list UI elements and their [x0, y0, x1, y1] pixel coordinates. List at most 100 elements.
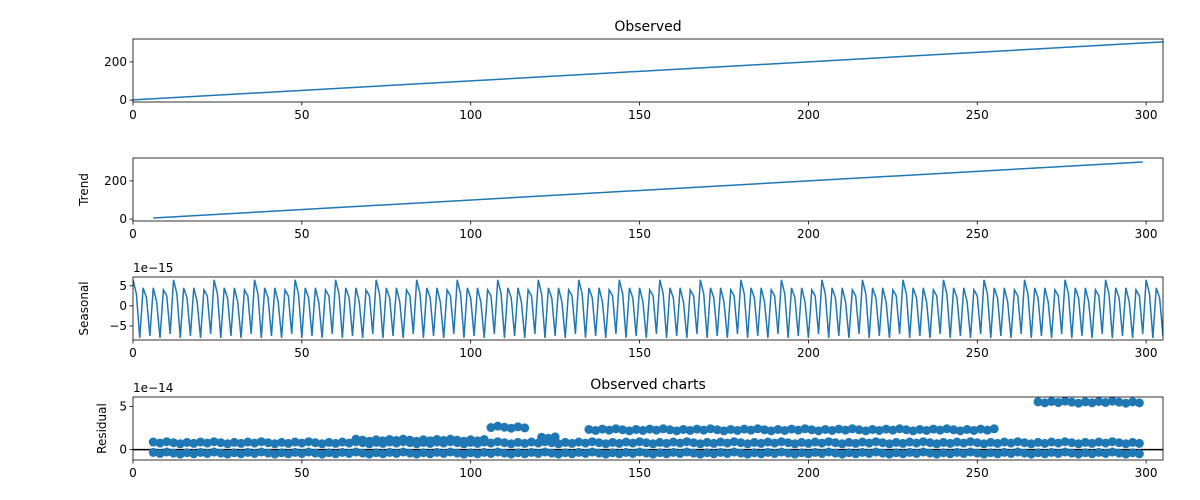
x-tick-label: 100: [459, 346, 482, 360]
residual-point: [533, 448, 543, 458]
residual-point: [1128, 397, 1138, 407]
residual-point: [648, 439, 658, 449]
residual-point: [1060, 437, 1070, 447]
residual-point: [162, 437, 172, 447]
residual-point: [499, 422, 509, 432]
residual-point: [1080, 397, 1090, 407]
residual-point: [148, 447, 158, 457]
residual-point: [932, 449, 942, 459]
residual-point: [739, 424, 749, 434]
residual-point: [216, 448, 226, 458]
residual-point: [418, 448, 428, 458]
residual-point: [506, 449, 516, 459]
residual-point: [857, 437, 867, 447]
residual-point: [790, 439, 800, 449]
residual-point: [675, 438, 685, 448]
residual-point: [344, 438, 354, 448]
residual-point: [155, 448, 165, 458]
residual-point: [1121, 398, 1131, 408]
residual-point: [1094, 397, 1104, 406]
residual-point: [969, 425, 979, 435]
residual-point: [628, 448, 638, 458]
y-tick-label: 5: [119, 399, 127, 413]
residual-point: [999, 447, 1009, 457]
x-tick-label: 0: [129, 466, 137, 480]
residual-point: [277, 448, 287, 458]
residual-point: [432, 447, 442, 457]
residual-point: [304, 447, 314, 457]
residual-point: [638, 425, 648, 435]
residual-point: [631, 424, 641, 434]
x-tick-label: 200: [797, 466, 820, 480]
residual-point: [658, 424, 668, 434]
residual-point: [1040, 398, 1050, 408]
residual-point: [1026, 439, 1036, 449]
residual-point: [753, 424, 763, 434]
residual-point: [594, 448, 604, 458]
residual-point: [668, 437, 678, 447]
residual-point: [277, 437, 287, 447]
residual-point: [712, 425, 722, 435]
residual-point: [520, 423, 530, 433]
residual-point: [486, 448, 496, 458]
residual-point: [317, 439, 327, 449]
panel-4: 0 50 100 150 200 250 300 0 5 Observed charts Resid…: [95, 377, 1164, 480]
residual-point: [486, 423, 496, 433]
residual-point: [695, 439, 705, 449]
residual-point: [689, 448, 699, 458]
residual-point: [959, 448, 969, 458]
residual-point: [972, 438, 982, 448]
residual-point: [702, 437, 712, 447]
residual-point: [1128, 437, 1138, 447]
residual-point: [699, 425, 709, 435]
x-tick-label: 200: [797, 108, 820, 122]
residual-point: [1067, 448, 1077, 458]
residual-point: [719, 426, 729, 436]
residual-point: [270, 449, 280, 459]
residual-point: [982, 425, 992, 435]
y-tick-label: 200: [104, 55, 127, 69]
residual-point: [169, 448, 179, 458]
plot-area: [133, 279, 1163, 339]
residual-point: [1101, 398, 1111, 408]
residual-point: [1107, 447, 1117, 457]
residual-point: [871, 447, 881, 457]
residual-point: [888, 425, 898, 435]
residual-point: [716, 437, 726, 447]
residual-point: [895, 424, 905, 434]
residual-point: [493, 437, 503, 447]
residual-point: [682, 447, 692, 457]
residual-point: [1047, 397, 1057, 406]
residual-point: [814, 426, 824, 436]
x-tick-label: 0: [129, 108, 137, 122]
panel-title: Observed: [614, 19, 681, 35]
residual-point: [695, 449, 705, 459]
residual-point: [1094, 437, 1104, 447]
residual-point: [310, 438, 320, 448]
residual-point: [729, 437, 739, 447]
residual-point: [452, 435, 462, 445]
plot-area: [133, 397, 1163, 459]
axes-frame: [132, 396, 1164, 461]
x-tick-label: 200: [797, 227, 820, 241]
residual-point: [263, 448, 273, 458]
residual-point: [648, 449, 658, 459]
residual-point: [432, 434, 442, 444]
x-tick-label: 200: [797, 346, 820, 360]
residual-point: [1107, 397, 1117, 406]
residual-point: [445, 447, 455, 457]
residual-point: [601, 449, 611, 459]
residual-point: [196, 447, 206, 457]
residual-point: [1114, 438, 1124, 448]
residual-point: [945, 449, 955, 459]
residual-point: [857, 447, 867, 457]
x-tick-label: 100: [459, 108, 482, 122]
residual-point: [955, 426, 965, 436]
residual-point: [581, 438, 591, 448]
residual-point: [1080, 448, 1090, 458]
residual-point: [554, 439, 564, 449]
residual-point: [1087, 398, 1097, 408]
residual-point: [1053, 438, 1063, 448]
residual-point: [922, 425, 932, 435]
